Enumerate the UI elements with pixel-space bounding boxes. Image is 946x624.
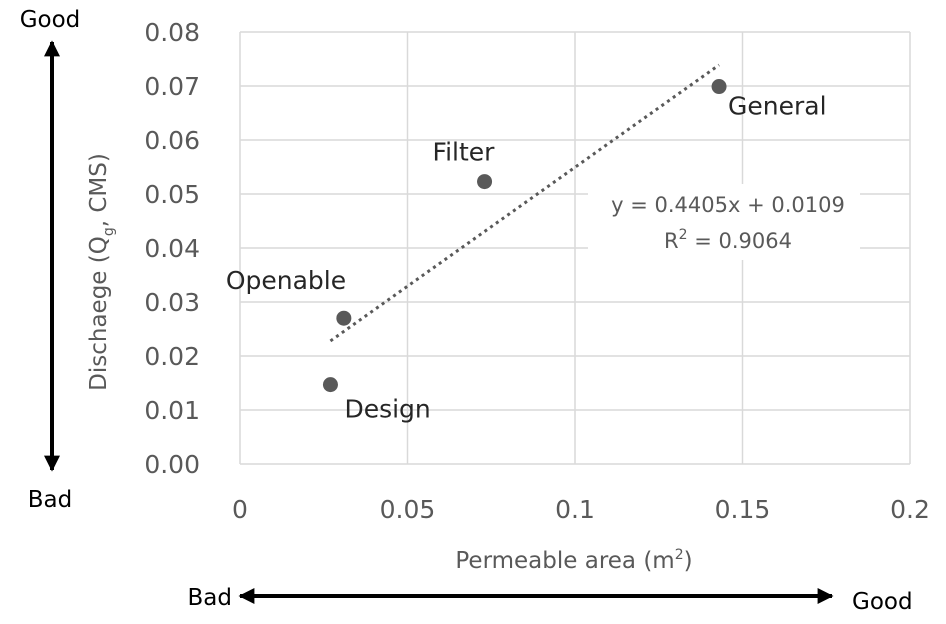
y-tick-label: 0.04 bbox=[144, 234, 200, 263]
y-tick-label: 0.02 bbox=[144, 342, 200, 371]
data-points: Design Openable Filter General bbox=[226, 79, 827, 424]
x-tick-label: 0.1 bbox=[555, 495, 595, 524]
trendline bbox=[329, 63, 720, 343]
y-tick-label: 0.03 bbox=[144, 288, 200, 317]
x-tick-label: 0.2 bbox=[890, 495, 930, 524]
x-tick-label: 0.15 bbox=[715, 495, 771, 524]
x-good-label: Good bbox=[852, 589, 913, 615]
x-tick-label: 0.05 bbox=[380, 495, 436, 524]
y-tick-label: 0.01 bbox=[144, 396, 200, 425]
y-tick-label: 0.07 bbox=[144, 72, 200, 101]
x-tick-labels: 0 0.05 0.1 0.15 0.2 bbox=[232, 495, 930, 524]
x-axis-title: Permeable area (m2) bbox=[455, 547, 692, 574]
y-bad-label: Bad bbox=[28, 487, 72, 513]
y-tick-label: 0.05 bbox=[144, 180, 200, 209]
data-point-label: Openable bbox=[226, 266, 346, 295]
trend-equation: y = 0.4405x + 0.0109 bbox=[611, 193, 845, 217]
y-tick-labels: 0.00 0.01 0.02 0.03 0.04 0.05 0.06 0.07 0.08 bbox=[144, 18, 200, 479]
y-axis-title: Dischaege (Qg, CMS) bbox=[86, 153, 117, 391]
trendline-layer bbox=[329, 63, 720, 343]
data-point bbox=[322, 377, 338, 393]
data-point-label: General bbox=[728, 92, 827, 121]
x-tick-label: 0 bbox=[232, 495, 248, 524]
y-tick-label: 0.06 bbox=[144, 126, 200, 155]
data-point bbox=[711, 79, 727, 95]
data-point bbox=[477, 174, 493, 190]
x-bad-label: Bad bbox=[188, 585, 232, 611]
y-tick-label: 0.08 bbox=[144, 18, 200, 47]
data-point bbox=[336, 310, 352, 326]
data-point-label: Design bbox=[344, 395, 430, 424]
equation-box bbox=[588, 184, 860, 260]
trend-r2: R2 = 0.9064 bbox=[664, 227, 792, 253]
data-point-label: Filter bbox=[433, 138, 496, 167]
y-good-label: Good bbox=[20, 7, 81, 33]
y-tick-label: 0.00 bbox=[144, 450, 200, 479]
